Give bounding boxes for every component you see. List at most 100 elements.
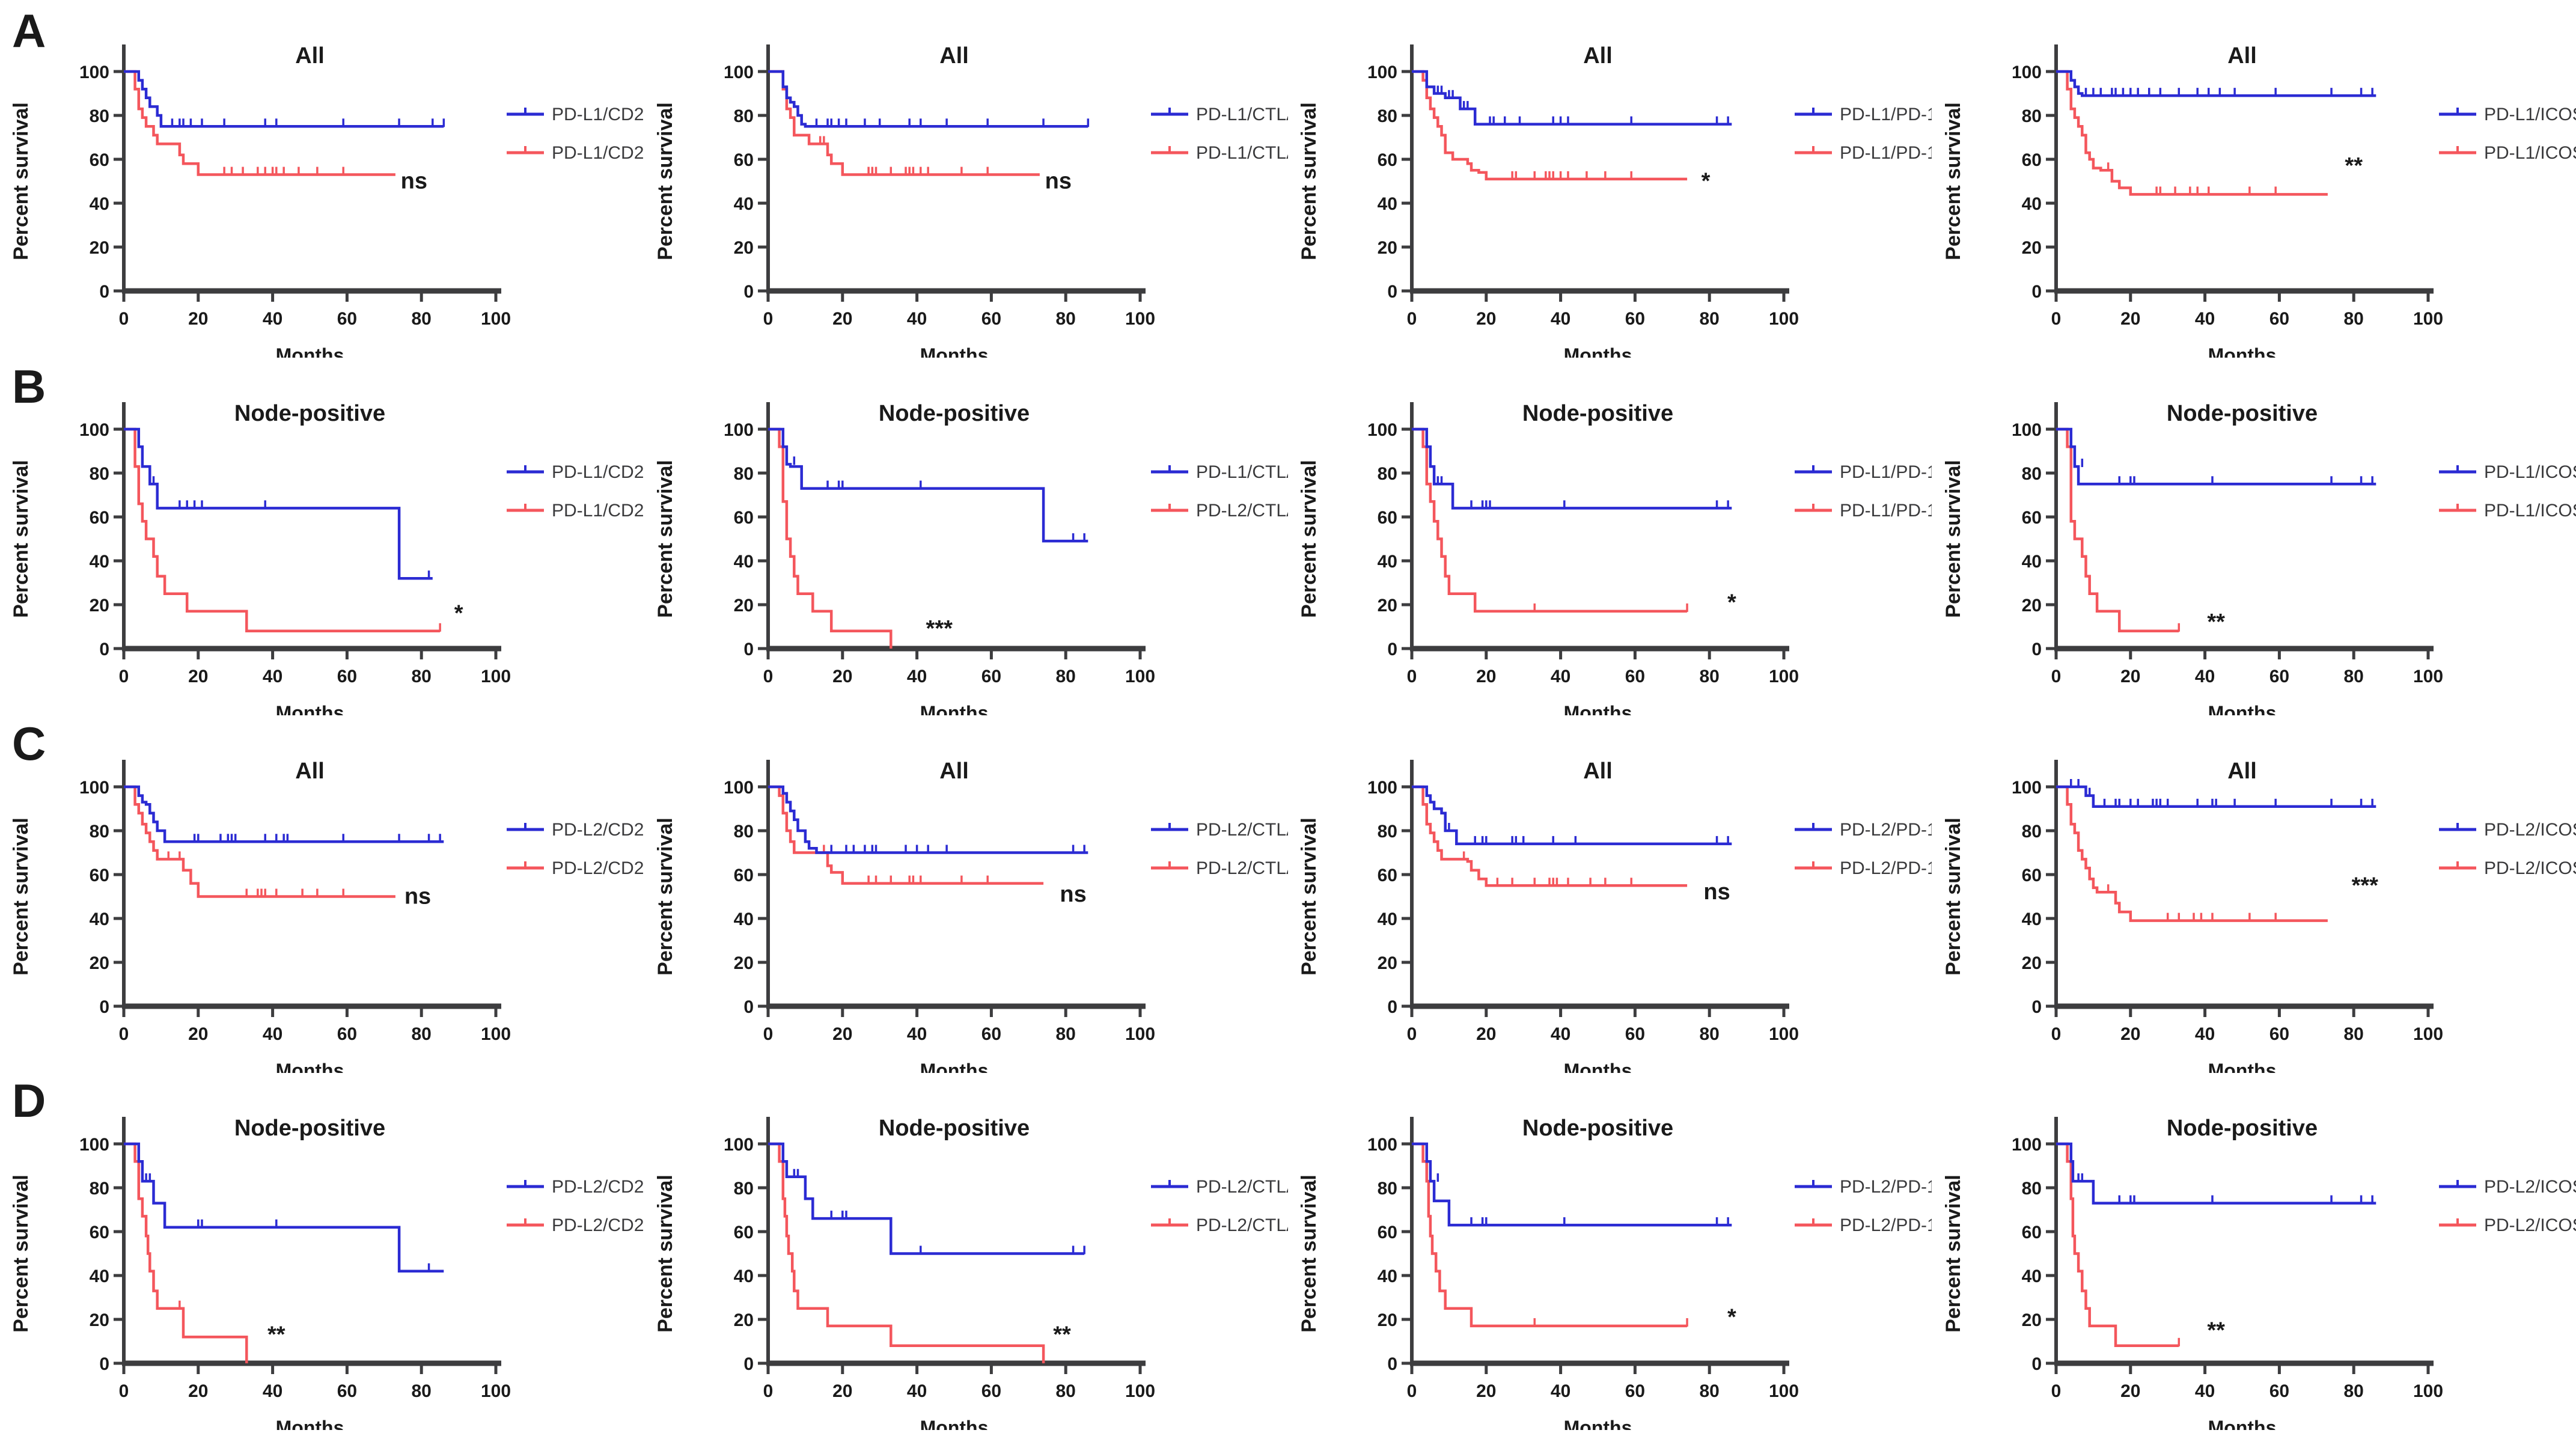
km-chart-D1: 0 20 40 60 80 100 0 20 40 60 80 100 Node-positive Mon… <box>10 1116 693 1433</box>
panel-title: Node-positive <box>234 401 385 426</box>
y-axis-label: Percent survival <box>654 460 677 618</box>
legend-label-high: PD-L2/ICOS high <box>2484 858 2576 878</box>
y-tick-label: 100 <box>1367 778 1397 798</box>
km-chart-D4: 0 20 40 60 80 100 0 20 40 60 80 100 Node-positive Mon… <box>1942 1116 2576 1433</box>
y-axis-label: Percent survival <box>1942 460 1965 618</box>
x-tick-label: 100 <box>1125 1381 1155 1401</box>
y-tick-label: 20 <box>734 1310 754 1330</box>
significance-label: ** <box>2345 153 2363 179</box>
y-tick-label: 40 <box>1378 552 1397 572</box>
legend-label-low: PD-L2/ICOS low <box>2484 1177 2576 1197</box>
survival-curve-high <box>1412 1142 1688 1328</box>
legend-item-low: PD-L2/CD28 low <box>507 820 686 840</box>
y-tick-label: 0 <box>1387 1354 1397 1374</box>
panel-title: All <box>939 759 969 784</box>
km-chart-B1: 0 20 40 60 80 100 0 20 40 60 80 100 Node-positive Mon… <box>10 401 693 724</box>
legend-item-high: PD-L2/PD-1 high <box>1795 1215 1976 1235</box>
x-tick-label: 60 <box>2269 309 2289 329</box>
survival-curve-low <box>124 70 444 128</box>
survival-curve-low <box>124 427 433 580</box>
legend-label-high: PD-L2/PD-1 high <box>1840 858 1932 878</box>
x-tick-label: 20 <box>188 1024 208 1044</box>
y-tick-label: 80 <box>734 464 754 484</box>
km-panel-C1: 0 20 40 60 80 100 0 20 40 60 80 100 All Months Percent… <box>0 715 693 1081</box>
x-tick-label: 0 <box>2051 1381 2062 1401</box>
y-tick-label: 100 <box>724 778 754 798</box>
survival-curve-high <box>1412 785 1688 887</box>
km-panel-A2: 0 20 40 60 80 100 0 20 40 60 80 100 All Months Percent… <box>644 0 1348 366</box>
panel-title: Node-positive <box>879 401 1030 426</box>
y-axis-label: Percent survival <box>10 1175 32 1333</box>
x-axis-label: Months <box>920 1417 989 1430</box>
y-tick-label: 80 <box>1378 1179 1397 1199</box>
km-chart-C1: 0 20 40 60 80 100 0 20 40 60 80 100 All Months Percent… <box>10 759 693 1081</box>
km-chart-C4: 0 20 40 60 80 100 0 20 40 60 80 100 All Months Percent… <box>1942 759 2576 1081</box>
x-tick-label: 80 <box>1056 1024 1076 1044</box>
y-tick-label: 40 <box>734 552 754 572</box>
legend-item-high: PD-L1/CD28 high <box>507 501 693 521</box>
x-tick-label: 60 <box>981 1024 1001 1044</box>
y-tick-label: 40 <box>1378 909 1397 929</box>
x-tick-label: 80 <box>1056 1381 1076 1401</box>
survival-curve-low <box>1412 70 1732 126</box>
km-panel-C3: 0 20 40 60 80 100 0 20 40 60 80 100 All Months Percent… <box>1288 715 1976 1081</box>
km-panel-B1: 0 20 40 60 80 100 0 20 40 60 80 100 Node-positive Mon… <box>0 358 693 724</box>
legend-label-low: PD-L2/CTLA4 low <box>1196 1177 1288 1197</box>
x-tick-label: 0 <box>1407 667 1417 686</box>
legend-item-high: PD-L1/PD-1 high <box>1795 501 1976 521</box>
legend-label-high: PD-L2/CTLA4 high <box>1196 1215 1288 1235</box>
km-panel-D4: 0 20 40 60 80 100 0 20 40 60 80 100 Node-positive Mon… <box>1932 1072 2576 1433</box>
y-axis-label: Percent survival <box>10 460 32 618</box>
significance-label: ** <box>1053 1322 1071 1348</box>
legend-label-high: PD-L1/PD-1 high <box>1840 501 1932 521</box>
y-tick-label: 80 <box>734 822 754 842</box>
legend-label-low: PD-L1/CTLA4 low <box>1196 462 1288 482</box>
x-tick-label: 0 <box>119 667 129 686</box>
legend-item-low: PD-L2/CTLA4 low <box>1151 1177 1340 1197</box>
x-tick-label: 40 <box>263 1024 282 1044</box>
y-tick-label: 80 <box>90 106 109 126</box>
legend-item-low: PD-L1/CTLA4 low <box>1151 105 1340 124</box>
row-label-c: C <box>12 717 46 770</box>
legend-item-low: PD-L2/ICOS low <box>2439 1177 2576 1197</box>
y-tick-label: 20 <box>734 238 754 258</box>
y-tick-label: 0 <box>2031 282 2042 302</box>
y-tick-label: 40 <box>734 1266 754 1286</box>
y-tick-label: 100 <box>1367 420 1397 440</box>
y-axis-label: Percent survival <box>654 817 677 976</box>
legend-item-low: PD-L2/CTLA4 low <box>1151 820 1340 840</box>
legend-label-low: PD-L2/CD28 low <box>552 820 644 840</box>
y-tick-label: 60 <box>734 1223 754 1242</box>
x-tick-label: 40 <box>1551 1024 1570 1044</box>
y-tick-label: 0 <box>743 282 754 302</box>
km-chart-B4: 0 20 40 60 80 100 0 20 40 60 80 100 Node-positive Mon… <box>1942 401 2576 724</box>
x-tick-label: 60 <box>1625 1024 1645 1044</box>
significance-label: ns <box>1045 169 1072 194</box>
km-panel-B2: 0 20 40 60 80 100 0 20 40 60 80 100 Node-positive Mon… <box>644 358 1348 724</box>
x-tick-label: 100 <box>2413 1024 2443 1044</box>
significance-label: ns <box>1703 879 1730 905</box>
km-panel-C4: 0 20 40 60 80 100 0 20 40 60 80 100 All Months Percent… <box>1932 715 2576 1081</box>
x-tick-label: 40 <box>907 1024 927 1044</box>
y-tick-label: 20 <box>2022 953 2042 973</box>
y-axis-label: Percent survival <box>654 1175 677 1333</box>
km-chart-C2: 0 20 40 60 80 100 0 20 40 60 80 100 All Months Percent… <box>654 759 1348 1081</box>
y-tick-label: 60 <box>1378 508 1397 528</box>
x-tick-label: 40 <box>1551 667 1570 686</box>
survival-curve-low <box>768 427 1088 543</box>
x-tick-label: 20 <box>2120 309 2140 329</box>
survival-curve-low <box>768 70 1088 128</box>
x-tick-label: 100 <box>2413 667 2443 686</box>
x-tick-label: 100 <box>1769 1381 1799 1401</box>
y-tick-label: 20 <box>2022 1310 2042 1330</box>
x-axis-label: Months <box>276 702 344 715</box>
x-tick-label: 0 <box>763 1024 774 1044</box>
panel-title: All <box>295 759 325 784</box>
legend-item-low: PD-L2/ICOS low <box>2439 820 2576 840</box>
x-tick-label: 20 <box>1476 1381 1496 1401</box>
y-tick-label: 0 <box>99 282 109 302</box>
x-axis-label: Months <box>920 1060 989 1073</box>
survival-curve-high <box>2056 1142 2179 1348</box>
y-tick-label: 20 <box>1378 596 1397 616</box>
survival-curve-low <box>1412 785 1732 846</box>
